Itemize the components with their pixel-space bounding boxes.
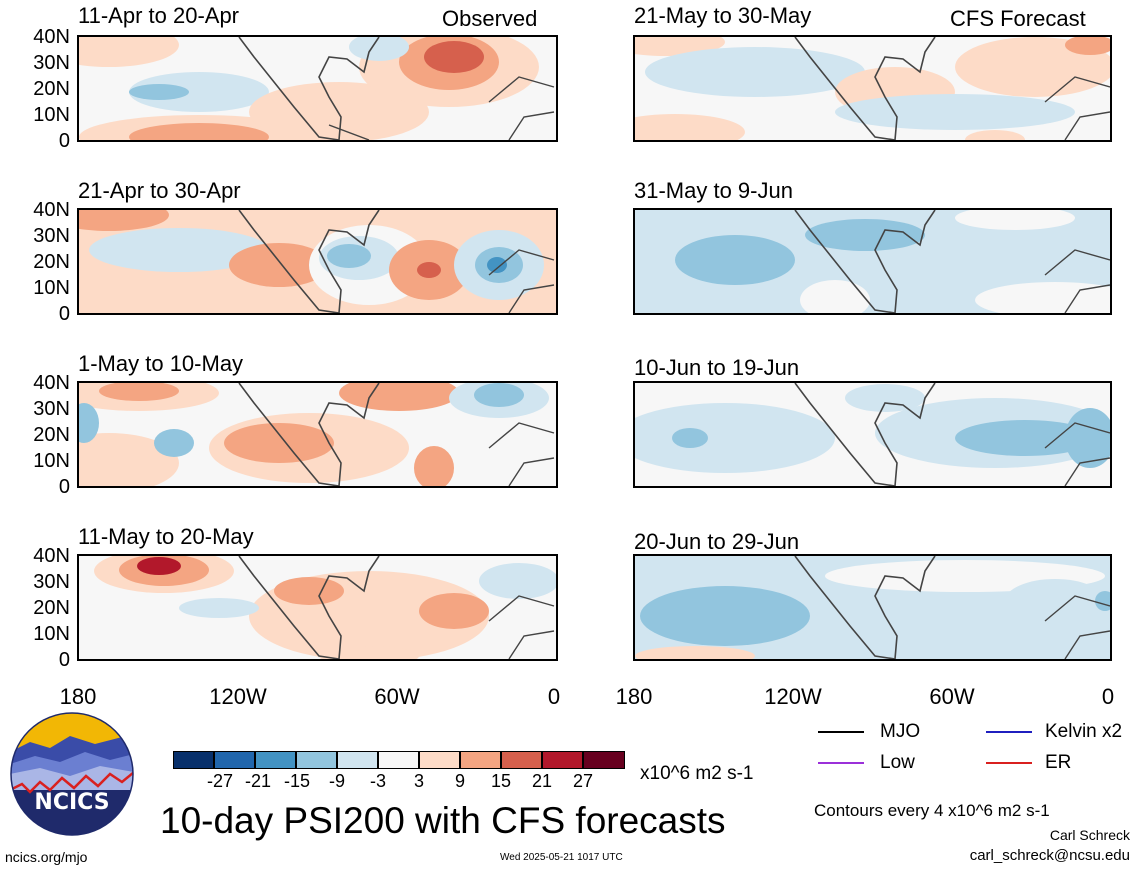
- panel-title-right-3: 10-Jun to 19-Jun: [634, 355, 800, 380]
- lat-label: 20N: [33, 251, 70, 273]
- map-panel-right-1: [633, 35, 1112, 142]
- panel-title-left-2: 21-Apr to 30-Apr: [78, 178, 241, 203]
- figure-title: 10-day PSI200 with CFS forecasts: [160, 800, 726, 841]
- colorbar-swatch: [501, 751, 542, 769]
- lat-label: 0: [58, 649, 70, 671]
- colorbar-label: -21: [244, 771, 272, 791]
- lon-label: 60W: [374, 684, 420, 709]
- observed-header: Observed: [442, 6, 538, 31]
- lat-label: 40N: [33, 545, 70, 567]
- logo-text: NCICS: [34, 790, 110, 815]
- colorbar-swatch: [378, 751, 419, 769]
- colorbar-swatch: [460, 751, 501, 769]
- colorbar-swatch: [214, 751, 255, 769]
- lon-label: 120W: [764, 684, 822, 709]
- lat-label: 0: [58, 476, 70, 498]
- lat-label: 30N: [33, 571, 70, 593]
- lon-label: 180: [615, 684, 653, 709]
- lon-label: 120W: [209, 684, 267, 709]
- colorbar-label: 27: [572, 771, 594, 791]
- map-panel-left-4: [77, 554, 558, 661]
- legend-label-er: ER: [1045, 752, 1072, 773]
- legend-line-kelvin: [986, 731, 1032, 733]
- legend-line-er: [986, 762, 1032, 764]
- timestamp: Wed 2025-05-21 1017 UTC: [500, 852, 623, 863]
- colorbar-swatch: [419, 751, 460, 769]
- colorbar-label: 15: [490, 771, 512, 791]
- panel-title-left-3: 1-May to 10-May: [78, 351, 244, 376]
- lon-label: 0: [547, 684, 561, 709]
- panel-title-left-1: 11-Apr to 20-Apr: [78, 3, 240, 28]
- lat-label: 10N: [33, 450, 70, 472]
- colorbar-label: -27: [206, 771, 234, 791]
- legend-label-low: Low: [880, 752, 915, 773]
- colorbar-label: 9: [454, 771, 466, 791]
- colorbar-swatch: [173, 751, 214, 769]
- lat-label: 30N: [33, 225, 70, 247]
- colorbar-swatch: [542, 751, 583, 769]
- contour-note: Contours every 4 x10^6 m2 s-1: [814, 801, 1050, 820]
- colorbar-swatch: [583, 751, 625, 769]
- forecast-header: CFS Forecast: [950, 6, 1086, 31]
- legend-label-mjo: MJO: [880, 721, 921, 742]
- colorbar-label: -15: [283, 771, 311, 791]
- colorbar-label: 3: [413, 771, 425, 791]
- lat-label: 30N: [33, 52, 70, 74]
- lat-label: 0: [58, 130, 70, 152]
- ncics-logo: NCICS: [10, 712, 134, 836]
- panel-title-right-4: 20-Jun to 29-Jun: [634, 529, 800, 554]
- map-panel-right-4: [633, 554, 1112, 661]
- colorbar-swatch: [296, 751, 337, 769]
- map-panel-left-3: [77, 381, 558, 488]
- lat-label: 10N: [33, 104, 70, 126]
- colorbar-label: -3: [369, 771, 387, 791]
- lat-label: 40N: [33, 372, 70, 394]
- colorbar-label: -9: [328, 771, 346, 791]
- lon-label: 60W: [929, 684, 975, 709]
- lon-label: 180: [59, 684, 97, 709]
- colorbar-units: x10^6 m2 s-1: [640, 763, 754, 784]
- panel-title-left-4: 11-May to 20-May: [78, 524, 254, 549]
- author-email: carl_schreck@ncsu.edu: [969, 847, 1130, 864]
- legend-line-mjo: [818, 731, 864, 733]
- lat-label: 20N: [33, 424, 70, 446]
- colorbar-swatch: [255, 751, 296, 769]
- lat-label: 0: [58, 303, 70, 325]
- lat-label: 30N: [33, 398, 70, 420]
- map-panel-right-3: [633, 381, 1112, 488]
- legend-line-low: [818, 762, 864, 764]
- map-panel-left-2: [77, 208, 558, 315]
- map-panel-left-1: [77, 35, 558, 142]
- lat-label: 10N: [33, 623, 70, 645]
- map-panel-right-2: [633, 208, 1112, 315]
- lat-label: 10N: [33, 277, 70, 299]
- panel-title-right-2: 31-May to 9-Jun: [634, 178, 793, 203]
- lon-label: 0: [1101, 684, 1115, 709]
- lat-label: 40N: [33, 26, 70, 48]
- panel-title-right-1: 21-May to 30-May: [634, 3, 812, 28]
- lat-label: 40N: [33, 199, 70, 221]
- colorbar-label: 21: [531, 771, 553, 791]
- legend-label-kelvin: Kelvin x2: [1045, 721, 1123, 742]
- website-link[interactable]: ncics.org/mjo: [5, 849, 88, 865]
- author-name: Carl Schreck: [1049, 827, 1130, 843]
- colorbar-swatch: [337, 751, 378, 769]
- lat-label: 20N: [33, 78, 70, 100]
- lat-label: 20N: [33, 597, 70, 619]
